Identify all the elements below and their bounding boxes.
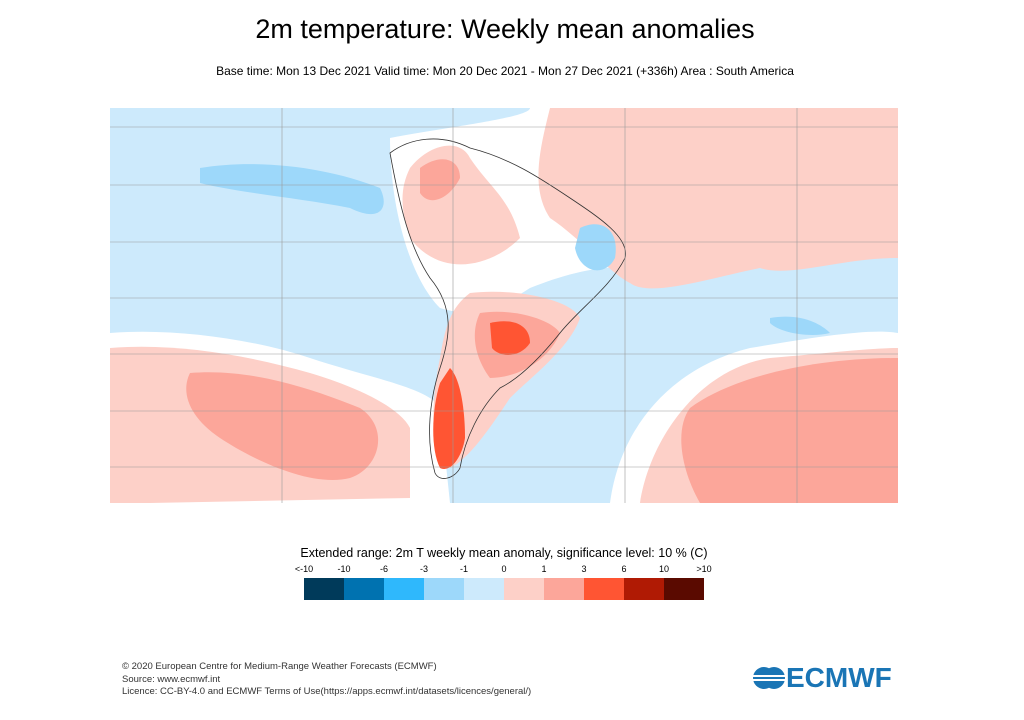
colorbar-swatch: [344, 578, 384, 600]
colorbar-title: Extended range: 2m T weekly mean anomaly…: [300, 546, 708, 560]
ecmwf-logo-icon: [752, 667, 786, 689]
colorbar-swatch: [504, 578, 544, 600]
colorbar-swatch: [544, 578, 584, 600]
colorbar-swatch: [424, 578, 464, 600]
positive-anomaly-area: [538, 108, 898, 289]
negative-anomaly-area: [200, 164, 384, 215]
colorbar-tick-label: -1: [459, 564, 469, 574]
colorbar-tick-label: <-10: [294, 564, 314, 574]
colorbar-swatch: [584, 578, 624, 600]
colorbar-swatch: [624, 578, 664, 600]
ecmwf-logo: ECMWF: [752, 662, 892, 694]
licence: Licence: CC-BY-4.0 and ECMWF Terms of Us…: [122, 686, 532, 697]
colorbar-tick-label: 10: [658, 564, 670, 574]
colorbar-tick-label: -3: [419, 564, 429, 574]
anomaly-map: [110, 108, 898, 503]
page-title: 2m temperature: Weekly mean anomalies: [255, 14, 755, 44]
colorbar-tick-label: 6: [621, 564, 627, 574]
colorbar-swatch: [664, 578, 704, 600]
colorbar-tick-label: 0: [501, 564, 507, 574]
colorbar-labels: <-10 -10 -6 -3 -1 0 1 3 6 10 >10: [295, 564, 712, 576]
colorbar-tick-label: -6: [379, 564, 389, 574]
subtitle: Base time: Mon 13 Dec 2021 Valid time: M…: [216, 64, 794, 78]
strong-anomaly-area: [433, 368, 465, 469]
source: Source: www.ecmwf.int: [122, 673, 221, 685]
colorbar-tick-label: -10: [337, 564, 351, 574]
colorbar-swatch: [384, 578, 424, 600]
colorbar-tick-label: 3: [581, 564, 587, 574]
colorbar-tick-label: 1: [541, 564, 547, 574]
copyright: © 2020 European Centre for Medium-Range …: [122, 661, 437, 672]
colorbar-tick-label: >10: [696, 564, 712, 574]
colorbar-swatch: [464, 578, 504, 600]
footer: © 2020 European Centre for Medium-Range …: [122, 661, 531, 699]
logo-text: ECMWF: [786, 662, 892, 693]
graticule: [110, 108, 898, 503]
colorbar: [304, 578, 704, 600]
coastline: [389, 138, 626, 479]
colorbar-swatch: [304, 578, 344, 600]
